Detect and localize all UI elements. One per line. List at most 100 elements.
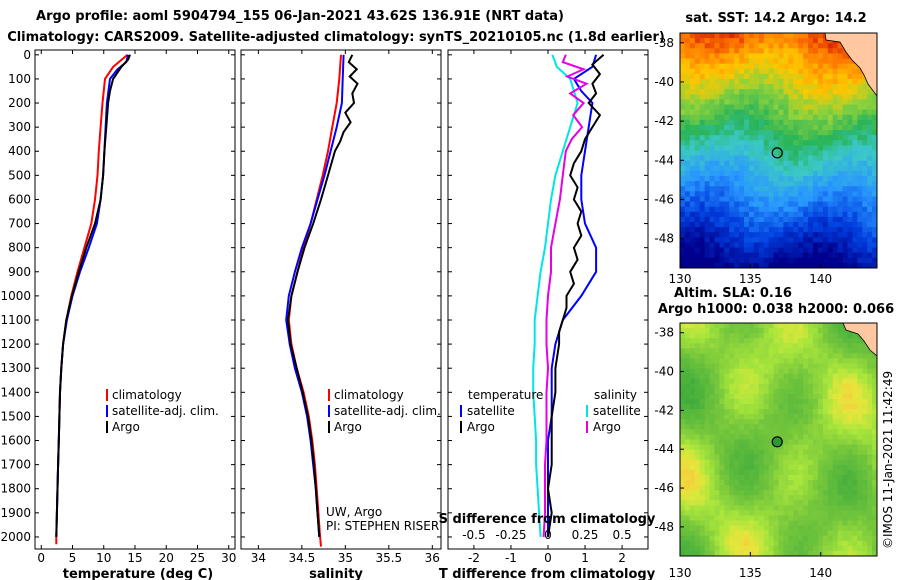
map-cell [704, 525, 711, 532]
map-cell [684, 363, 691, 370]
map-cell [768, 257, 775, 264]
map-cell [680, 150, 686, 157]
map-cell [744, 33, 750, 39]
map-cell [719, 515, 725, 522]
map-cell [808, 104, 814, 111]
map-cell [872, 145, 877, 152]
map-cell [847, 388, 853, 395]
map-cell [837, 68, 844, 75]
map-cell [798, 63, 804, 70]
map-cell [699, 257, 706, 264]
map-cell [837, 186, 844, 192]
map-cell [832, 495, 839, 501]
map-cell [704, 33, 711, 39]
map-cell [793, 99, 799, 106]
map-cell [689, 398, 696, 405]
map-cell [714, 114, 720, 121]
x-tick-label: -1 [505, 551, 517, 565]
map-cell [680, 33, 686, 39]
map-cell [822, 444, 829, 451]
map-cell [822, 257, 829, 264]
map-cell [763, 160, 770, 167]
map-cell [729, 262, 735, 268]
map-cell [699, 78, 706, 85]
map-cell [783, 89, 789, 95]
map-cell [808, 176, 814, 182]
map-cell [734, 242, 740, 249]
map-cell [699, 232, 706, 238]
map-cell [812, 206, 819, 213]
map-cell [719, 520, 725, 527]
map-cell [739, 328, 745, 334]
map-cell [822, 454, 829, 461]
map-cell [783, 160, 789, 167]
map-cell [758, 165, 765, 172]
map-cell [748, 358, 755, 365]
map-cell [704, 176, 711, 182]
map-cell [699, 130, 706, 136]
map-cell [714, 535, 720, 542]
map-cell [709, 383, 716, 390]
map-cell [719, 109, 725, 116]
map-cell [709, 500, 716, 506]
map-cell [684, 459, 691, 466]
map-cell [837, 500, 844, 506]
map-cell [714, 99, 720, 106]
map-cell [704, 43, 711, 49]
map-cell [783, 373, 789, 380]
map-cell [837, 150, 844, 157]
series-line-salinity-satellite [532, 54, 579, 537]
map-cell [817, 165, 824, 172]
map-cell [847, 439, 853, 446]
map-cell [744, 474, 750, 481]
map-cell [847, 201, 853, 208]
map-cell [724, 434, 730, 441]
map-cell [822, 196, 829, 203]
map-cell [808, 181, 814, 187]
map-cell [798, 181, 804, 187]
map-cell [872, 124, 877, 131]
map-cell [867, 353, 873, 360]
map-cell [744, 378, 750, 385]
map-cell [808, 33, 814, 39]
map-cell [842, 515, 849, 522]
map-cell [729, 419, 735, 425]
map-cell [852, 383, 858, 390]
map-cell [699, 520, 706, 527]
map-cell [699, 73, 706, 80]
map-cell [822, 130, 829, 136]
map-cell [758, 383, 765, 390]
map-cell [817, 338, 824, 344]
map-cell [778, 368, 785, 375]
map-cell [832, 104, 839, 111]
map-cell [763, 383, 770, 390]
map-cell [852, 535, 858, 542]
map-cell [729, 414, 735, 420]
map-cell [748, 257, 755, 264]
map-cell [778, 114, 785, 121]
map-cell [852, 94, 858, 101]
map-cell [827, 333, 834, 339]
map-cell [768, 99, 775, 106]
depth-tick-label: 1700 [0, 458, 31, 472]
map-cell [783, 515, 789, 522]
map-cell [798, 191, 804, 198]
map-cell [862, 535, 868, 542]
map-cell [803, 414, 809, 420]
map-cell [689, 333, 696, 339]
map-cell [808, 535, 814, 542]
map-cell [729, 358, 735, 365]
map-cell [817, 459, 824, 466]
map-cell [803, 383, 809, 390]
title-line1: Argo profile: aoml 5904794_155 06-Jan-20… [36, 9, 564, 24]
map-cell [803, 262, 809, 268]
map-cell [694, 58, 701, 65]
map-cell [748, 109, 755, 116]
map-cell [788, 145, 794, 152]
map-cell [680, 216, 686, 223]
map-cell [684, 165, 691, 172]
map-cell [812, 545, 819, 552]
map-cell [714, 43, 720, 49]
map-cell [739, 358, 745, 365]
map-cell [817, 348, 824, 354]
